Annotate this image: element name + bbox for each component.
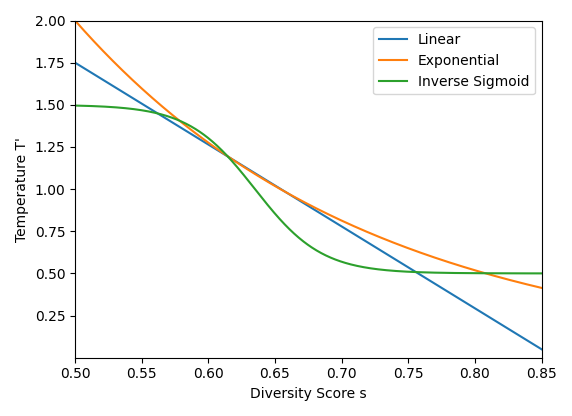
Linear xyxy=(435,284,442,289)
Inverse Sigmoid xyxy=(119,105,126,110)
Linear xyxy=(392,257,399,262)
Exponential xyxy=(444,259,451,264)
Y-axis label: Temperature T': Temperature T' xyxy=(15,137,29,242)
Inverse Sigmoid xyxy=(277,218,284,223)
Exponential xyxy=(72,18,78,23)
Inverse Sigmoid xyxy=(72,103,78,108)
Linear xyxy=(277,186,284,191)
X-axis label: Diversity Score s: Diversity Score s xyxy=(250,387,367,401)
Linear xyxy=(119,89,126,94)
Exponential xyxy=(538,285,545,290)
Linear xyxy=(444,289,451,294)
Exponential xyxy=(119,68,126,73)
Inverse Sigmoid xyxy=(538,271,545,276)
Legend: Linear, Exponential, Inverse Sigmoid: Linear, Exponential, Inverse Sigmoid xyxy=(373,27,535,94)
Linear xyxy=(72,60,78,65)
Exponential xyxy=(277,187,284,192)
Line: Inverse Sigmoid: Inverse Sigmoid xyxy=(75,106,542,273)
Inverse Sigmoid xyxy=(392,268,399,273)
Exponential xyxy=(435,257,442,262)
Line: Linear: Linear xyxy=(75,63,542,349)
Linear xyxy=(260,176,267,181)
Exponential xyxy=(392,241,399,246)
Linear xyxy=(538,347,545,352)
Inverse Sigmoid xyxy=(260,198,267,203)
Inverse Sigmoid xyxy=(435,270,442,275)
Line: Exponential: Exponential xyxy=(75,20,542,288)
Exponential xyxy=(260,177,267,182)
Inverse Sigmoid xyxy=(444,270,451,275)
